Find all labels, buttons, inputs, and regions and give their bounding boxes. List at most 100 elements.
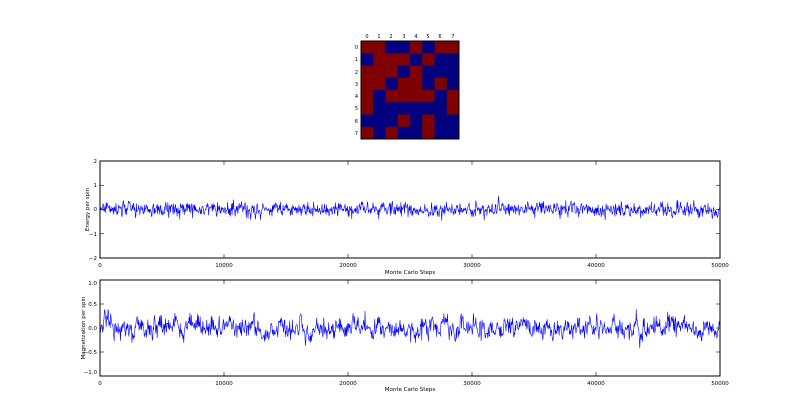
lattice-x-tick-5: 5 — [426, 34, 429, 40]
lattice-cell-r0-c5 — [422, 41, 435, 54]
magnetization-y-tick-label-4: −1.0 — [84, 370, 98, 376]
lattice-cell-r3-c3 — [397, 77, 411, 91]
energy-y-tick-label-4: −2 — [89, 256, 97, 262]
lattice-y-tick-7: 7 — [355, 131, 358, 137]
lattice-cell-r0-c1 — [373, 41, 386, 54]
lattice-cell-r7-c5 — [422, 126, 435, 140]
lattice-cell-r6-c7 — [446, 114, 460, 128]
energy-x-tick-label-0: 0 — [98, 263, 102, 269]
lattice-x-tick-7: 7 — [451, 34, 454, 40]
lattice-cell-r2-c4 — [410, 65, 423, 79]
lattice-cell-r1-c2 — [385, 53, 399, 66]
lattice-cell-r1-c6 — [434, 53, 448, 66]
lattice-cell-r3-c4 — [410, 77, 423, 91]
lattice-cell-r7-c1 — [373, 126, 386, 140]
lattice-cell-r2-c0 — [361, 65, 374, 79]
lattice-y-tick-5: 5 — [355, 106, 358, 112]
magnetization-y-tick-label-1: 0.5 — [88, 302, 97, 308]
energy-y-tick-labels: 2 1 0 −1 −2 — [89, 159, 98, 262]
lattice-cell-r3-c7 — [446, 77, 460, 91]
magnetization-x-tick-labels: 0 10000 20000 30000 40000 50000 — [98, 381, 729, 387]
lattice-cell-r5-c5 — [422, 102, 435, 115]
magnetization-y-tick-label-0: 1.0 — [88, 281, 97, 287]
energy-x-ticks — [99, 161, 721, 258]
magnetization-y-tick-label-3: −0.5 — [84, 350, 98, 356]
energy-x-tick-labels: 0 10000 20000 30000 40000 50000 — [98, 263, 729, 269]
lattice-x-tick-0: 0 — [365, 34, 368, 40]
spin-lattice-heatmap: 0 1 2 3 4 5 6 7 0 1 2 3 4 5 6 7 — [355, 34, 460, 140]
lattice-cell-r6-c3 — [397, 114, 411, 128]
energy-plot: 0 10000 20000 30000 40000 50000 2 1 0 −1… — [85, 159, 729, 276]
energy-y-axis-label: Energy per spin — [85, 187, 91, 231]
lattice-cell-r4-c7 — [446, 90, 460, 103]
magnetization-plot: 0 10000 20000 30000 40000 50000 1.0 0.5 … — [81, 279, 729, 393]
lattice-cell-r7-c6 — [434, 126, 448, 140]
lattice-y-tick-4: 4 — [355, 94, 358, 100]
lattice-y-tick-6: 6 — [355, 119, 358, 125]
lattice-cell-r6-c0 — [361, 114, 374, 128]
lattice-y-tick-2: 2 — [355, 70, 358, 76]
lattice-cell-r1-c3 — [397, 53, 411, 66]
magnetization-y-ticks — [100, 279, 720, 377]
lattice-cell-r4-c3 — [397, 90, 411, 103]
lattice-x-tick-1: 1 — [377, 34, 380, 40]
lattice-cell-r3-c2 — [385, 77, 399, 91]
lattice-cell-r4-c1 — [373, 90, 386, 103]
lattice-x-tick-2: 2 — [389, 34, 392, 40]
energy-y-tick-label-1: 1 — [94, 183, 98, 189]
lattice-cell-r1-c0 — [361, 53, 374, 66]
magnetization-y-tick-label-2: 0.0 — [88, 326, 97, 332]
magnetization-x-tick-label-1: 10000 — [215, 381, 233, 387]
lattice-cell-r3-c1 — [373, 77, 386, 91]
lattice-cell-r0-c7 — [446, 41, 460, 54]
lattice-cell-r3-c0 — [361, 77, 374, 91]
lattice-cell-r3-c5 — [422, 77, 435, 91]
magnetization-y-tick-labels: 1.0 0.5 0.0 −0.5 −1.0 — [84, 281, 98, 376]
lattice-cell-r2-c2 — [385, 65, 399, 79]
magnetization-series-line — [99, 308, 721, 349]
lattice-cell-r2-c5 — [422, 65, 435, 79]
lattice-x-ticks: 0 1 2 3 4 5 6 7 — [365, 34, 454, 40]
lattice-cell-r4-c2 — [385, 90, 399, 103]
energy-x-axis-label: Monte Carlo Steps — [385, 270, 436, 276]
lattice-y-tick-3: 3 — [355, 82, 358, 88]
lattice-cell-r0-c0 — [361, 41, 374, 54]
lattice-cell-r6-c1 — [373, 114, 386, 128]
energy-x-tick-label-1: 10000 — [215, 263, 233, 269]
lattice-cell-r5-c3 — [397, 102, 411, 115]
lattice-cell-r6-c5 — [422, 114, 435, 128]
lattice-y-tick-0: 0 — [355, 45, 358, 51]
energy-series-line — [99, 195, 721, 221]
magnetization-x-axis-label: Monte Carlo Steps — [385, 387, 436, 393]
lattice-cell-r5-c2 — [385, 102, 399, 115]
magnetization-x-tick-label-0: 0 — [98, 381, 102, 387]
lattice-y-ticks: 0 1 2 3 4 5 6 7 — [355, 45, 358, 137]
energy-y-tick-label-3: −1 — [89, 232, 97, 238]
lattice-cell-r2-c6 — [434, 65, 448, 79]
energy-x-tick-label-4: 40000 — [587, 263, 605, 269]
lattice-cell-r7-c0 — [361, 126, 374, 140]
lattice-cell-r5-c7 — [446, 102, 460, 115]
lattice-cell-r7-c7 — [446, 126, 460, 140]
lattice-cell-r0-c4 — [410, 41, 423, 54]
lattice-cell-r1-c1 — [373, 53, 386, 66]
lattice-x-tick-3: 3 — [402, 34, 405, 40]
lattice-frame — [360, 40, 460, 140]
lattice-y-tick-1: 1 — [355, 57, 358, 63]
magnetization-x-tick-label-3: 30000 — [463, 381, 481, 387]
lattice-cell-r0-c6 — [434, 41, 448, 54]
lattice-cell-r4-c4 — [410, 90, 423, 103]
energy-x-tick-label-3: 30000 — [463, 263, 481, 269]
magnetization-x-ticks — [99, 280, 721, 376]
lattice-cell-r5-c0 — [361, 102, 374, 115]
lattice-cell-r6-c6 — [434, 114, 448, 128]
lattice-cells — [361, 41, 460, 140]
energy-y-ticks — [100, 160, 720, 259]
magnetization-x-tick-label-4: 40000 — [587, 381, 605, 387]
lattice-x-tick-6: 6 — [438, 34, 441, 40]
lattice-x-tick-4: 4 — [414, 34, 417, 40]
lattice-cell-r0-c2 — [385, 41, 399, 54]
lattice-cell-r5-c4 — [410, 102, 423, 115]
lattice-cell-r3-c6 — [434, 77, 448, 91]
